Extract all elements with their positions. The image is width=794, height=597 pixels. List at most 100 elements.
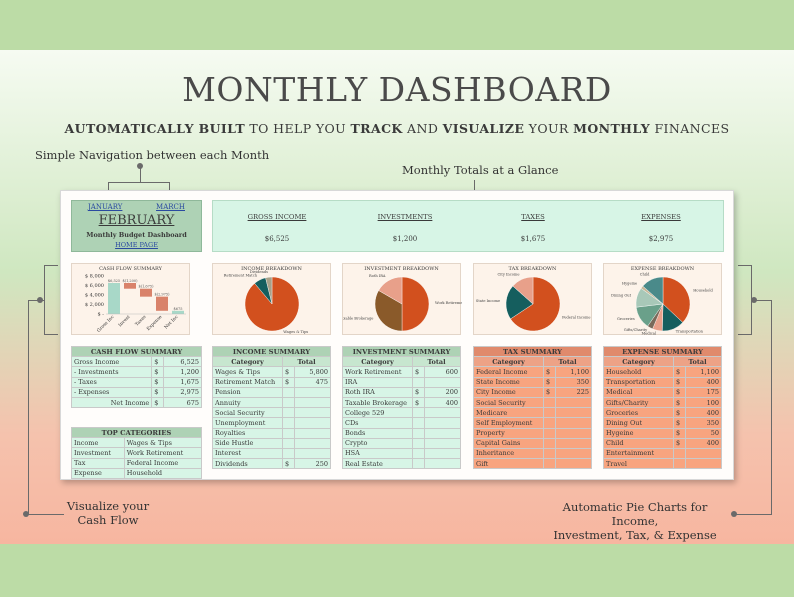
bar (156, 296, 168, 311)
income-pie-chart: INCOME BREAKDOWN Wages & Tips Retirement … (212, 263, 331, 335)
category-cell: IRA (342, 376, 413, 388)
category-label: Expense (146, 314, 164, 332)
total-cell (685, 458, 722, 470)
subtitle-part: AND (402, 121, 443, 136)
callout-cashflow: Visualize your Cash Flow (66, 499, 150, 527)
category-cell: Retirement Match (212, 376, 283, 388)
total-label[interactable]: TAXES (521, 213, 545, 221)
currency-cell: $ (412, 396, 425, 409)
connector-line (108, 182, 109, 196)
y-tick-label: $ 2,000 (85, 302, 104, 308)
total-cell (685, 447, 722, 460)
data-label: $(1,675) (139, 285, 155, 289)
currency-cell (282, 417, 295, 429)
table-row: Crypto (342, 437, 461, 449)
currency-cell (543, 427, 556, 439)
slice-label: Transportation (676, 330, 704, 334)
connector-line (28, 300, 29, 515)
currency-cell: $ (673, 407, 686, 419)
subtitle-part: TRACK (350, 121, 403, 136)
currency-cell (543, 396, 556, 409)
table-cell: 6,525 (163, 356, 202, 368)
table-row: Groceries $400 (603, 407, 722, 419)
slice-label: Wages & Tips (283, 330, 308, 334)
net-income-currency: $ (151, 396, 165, 409)
total-investments: INVESTMENTS $1,200 (341, 201, 469, 243)
top-band (0, 0, 794, 50)
currency-cell: $ (543, 376, 556, 388)
total-label[interactable]: INVESTMENTS (377, 213, 433, 221)
total-cell (294, 407, 331, 419)
category-cell: Gift (473, 458, 544, 470)
slice-label: Dividends (250, 270, 268, 274)
data-label: $(1,200) (123, 279, 139, 283)
category-label: Net Inc (163, 314, 180, 331)
total-cell: 400 (424, 396, 461, 409)
currency-cell (543, 458, 556, 470)
category-cell: Medicare (473, 407, 544, 419)
connector-dot (137, 163, 143, 169)
total-cell (294, 447, 331, 460)
slice-label: Work Retirement (435, 301, 462, 305)
total-label[interactable]: EXPENSES (641, 213, 681, 221)
category-cell: Royalties (212, 427, 283, 439)
table-title: INVESTMENT SUMMARY (342, 345, 461, 358)
table-row: Self Employment (473, 417, 592, 429)
cashflow-chart: CASH FLOW SUMMARY $ 8,000 $ 6,000 $ 4,000 $… (71, 263, 190, 335)
total-cell (555, 407, 592, 419)
total-cell: 475 (294, 376, 331, 388)
table-row: Travel (603, 458, 722, 470)
tax-pie-svg: Federal Income State Income City Income (476, 273, 591, 332)
slice-label: Gifts/Charity (624, 328, 648, 332)
data-label: $6,525 (108, 279, 120, 283)
currency-cell (282, 386, 295, 398)
page-subtitle: AUTOMATICALLY BUILT TO HELP YOU TRACK AN… (0, 121, 794, 136)
total-cell: 200 (424, 386, 461, 398)
bar (140, 288, 152, 297)
prev-month-link[interactable]: JANUARY (88, 203, 123, 211)
total-expenses: EXPENSES $2,975 (597, 201, 725, 243)
callout-cashflow-line2: Cash Flow (77, 513, 139, 527)
table-cell: Federal Income (123, 457, 203, 469)
pie-slice (374, 290, 403, 332)
total-cell (555, 458, 592, 470)
data-label: $675 (174, 307, 183, 311)
connector-line (28, 514, 64, 515)
total-cell: 400 (685, 437, 722, 449)
home-page-link[interactable]: HOME PAGE (115, 241, 158, 249)
connector-dot (731, 511, 737, 517)
total-label[interactable]: GROSS INCOME (247, 213, 307, 221)
total-cell (424, 447, 461, 460)
category-cell: Hygeine (603, 427, 674, 439)
table-cell: Household (123, 467, 203, 479)
currency-cell: $ (412, 386, 425, 398)
category-cell: Social Security (212, 407, 283, 419)
currency-cell (282, 427, 295, 439)
top-categories-table: TOP CATEGORIES Income Wages & Tips Investm… (71, 426, 203, 479)
table-title: EXPENSE SUMMARY (603, 345, 722, 358)
column-header: Category (212, 356, 283, 368)
total-cell: 175 (685, 386, 722, 398)
subtitle-part: FINANCES (650, 121, 730, 136)
category-cell: Pension (212, 386, 283, 398)
table-row: Medical $175 (603, 386, 722, 398)
table-row: Inheritance (473, 447, 592, 460)
category-cell: Roth IRA (342, 386, 413, 398)
currency-cell: $ (673, 386, 686, 398)
category-cell: State Income (473, 376, 544, 388)
table-row: Social Security (473, 396, 592, 409)
tax-pie-chart: TAX BREAKDOWN Federal Income State Income… (473, 263, 592, 335)
currency-cell (673, 447, 686, 460)
table-row: Retirement Match $475 (212, 376, 331, 388)
next-month-link[interactable]: MARCH (156, 203, 185, 211)
table-cell: - Expenses (70, 386, 153, 398)
table-row: Bonds (342, 427, 461, 439)
table-row: Gift (473, 458, 592, 470)
chart-title: TAX BREAKDOWN (508, 266, 557, 272)
net-income-label: Net Income (70, 396, 153, 409)
table-row: Entertainment (603, 447, 722, 460)
chart-title: CASH FLOW SUMMARY (99, 266, 162, 272)
table-row: Capital Gains (473, 437, 592, 449)
category-cell: Side Hustle (212, 437, 283, 449)
